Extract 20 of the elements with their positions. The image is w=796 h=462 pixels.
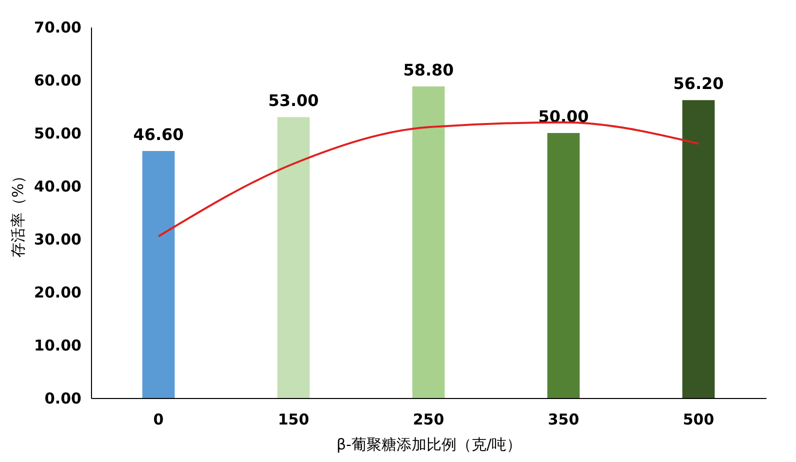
data-label: 46.60 [133,125,184,144]
x-tick-label: 150 [278,410,310,428]
data-label: 58.80 [403,60,454,80]
data-label: 56.20 [673,74,724,94]
x-axis-title: β-葡聚糖添加比例（克/吨） [336,436,522,454]
x-tick-label: 250 [412,410,444,428]
data-label: 53.00 [268,91,319,110]
x-tick-label: 350 [548,410,580,428]
x-tick-label: 500 [682,410,714,428]
y-tick-label: 60.00 [34,72,82,90]
x-tick-label: 0 [153,410,164,428]
data-label: 50.00 [538,107,589,126]
y-tick-label: 10.00 [34,336,82,354]
y-tick-label: 70.00 [34,18,82,36]
y-tick-label: 20.00 [34,284,82,302]
y-tick-label: 0.00 [44,390,82,408]
y-tick-label: 50.00 [34,124,82,142]
y-tick-label: 30.00 [34,230,82,248]
y-tick-label: 40.00 [34,178,82,196]
y-axis-title: 存活率（%） [9,168,28,258]
